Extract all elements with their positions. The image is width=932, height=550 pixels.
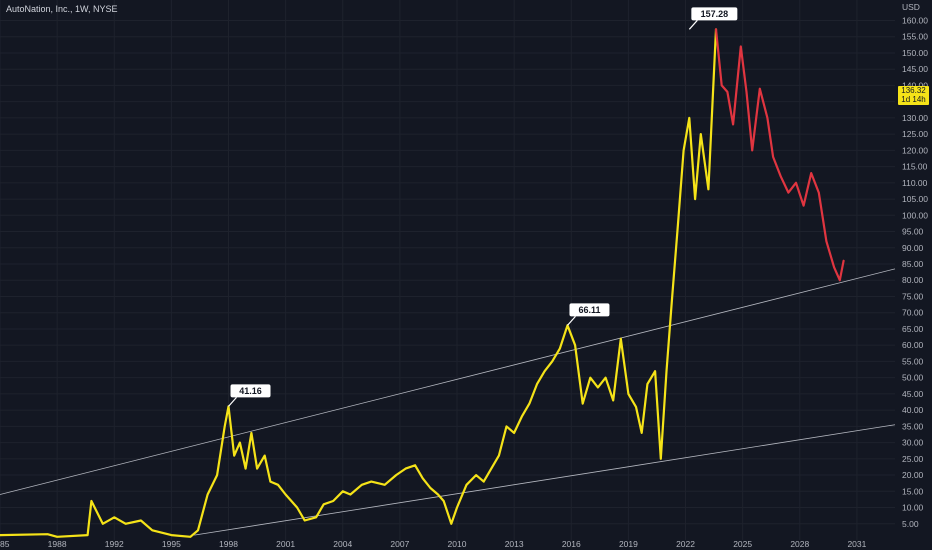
callout-pointer [567,315,576,326]
y-tick-label: 35.00 [902,421,924,431]
x-tick-label: 1995 [162,539,181,549]
callout-pointer [228,396,237,407]
y-tick-label: 15.00 [902,486,924,496]
bar-countdown: 1d 14h [901,95,926,104]
x-axis: 1985 1988 1992 1995 1998 2001 2004 2007 2010 2013… [0,539,867,549]
y-tick-label: 115.00 [902,162,928,172]
x-tick-label: 2001 [276,539,295,549]
last-price-badge: 136.32 1d 14h [898,86,929,105]
y-tick-label: 20.00 [902,470,924,480]
y-tick-label: 55.00 [902,356,924,366]
symbol-title: AutoNation, Inc., 1W, NYSE [6,4,118,14]
x-tick-label: 2031 [847,539,866,549]
x-tick-label: 1998 [219,539,238,549]
last-price-value: 136.32 [901,86,926,95]
callout-box [230,384,271,398]
y-tick-label: 160.00 [902,15,928,25]
y-axis: USD 5.00 10.00 15.00 20.00 25.00 30.00 35.00 40… [902,2,928,529]
y-tick-label: 75.00 [902,291,924,301]
y-tick-label: 70.00 [902,308,924,318]
x-tick-label: 2028 [790,539,809,549]
chart-grid [0,0,895,540]
y-tick-label: 50.00 [902,373,924,383]
callout-box [569,303,610,317]
x-tick-label: 2013 [505,539,524,549]
x-tick-label: 1988 [48,539,67,549]
y-tick-label: 90.00 [902,243,924,253]
x-tick-label: 2025 [733,539,752,549]
y-tick-label: 65.00 [902,324,924,334]
x-tick-label: 2004 [333,539,352,549]
callout-label: 41.16 [239,386,262,396]
currency-label: USD [902,2,920,12]
x-tick-label: 2016 [562,539,581,549]
y-tick-label: 10.00 [902,503,924,513]
price-series [0,28,845,538]
y-tick-label: 100.00 [902,210,928,220]
x-tick-label: 2007 [390,539,409,549]
price-line-yellow [0,28,718,538]
y-tick-label: 45.00 [902,389,924,399]
y-tick-label: 5.00 [902,519,919,529]
x-tick-label: 2022 [676,539,695,549]
trendlines [0,268,896,536]
y-tick-label: 30.00 [902,438,924,448]
x-tick-label: 1985 [0,539,10,549]
y-tick-label: 150.00 [902,48,928,58]
price-line-red [714,28,845,282]
x-tick-label: 1992 [105,539,124,549]
y-tick-label: 95.00 [902,227,924,237]
x-tick-label: 2010 [448,539,467,549]
y-tick-label: 25.00 [902,454,924,464]
callout-box [691,7,738,21]
y-tick-label: 40.00 [902,405,924,415]
y-tick-label: 80.00 [902,275,924,285]
callout-label: 157.28 [701,9,729,19]
callout-label: 66.11 [578,305,600,315]
y-tick-label: 110.00 [902,178,928,188]
y-tick-label: 140.00 [902,80,928,90]
y-tick-label: 105.00 [902,194,928,204]
callout-pointer [688,19,698,30]
price-callouts: 41.16 66.11 157.28 [228,7,738,407]
trendline[interactable] [194,424,896,536]
y-tick-label: 120.00 [902,145,928,155]
y-tick-label: 145.00 [902,64,928,74]
y-tick-label: 130.00 [902,113,928,123]
y-tick-label: 155.00 [902,32,928,42]
y-tick-label: 60.00 [902,340,924,350]
y-tick-label: 125.00 [902,129,928,139]
trendline[interactable] [0,268,896,495]
x-tick-label: 2019 [619,539,638,549]
y-tick-label: 85.00 [902,259,924,269]
